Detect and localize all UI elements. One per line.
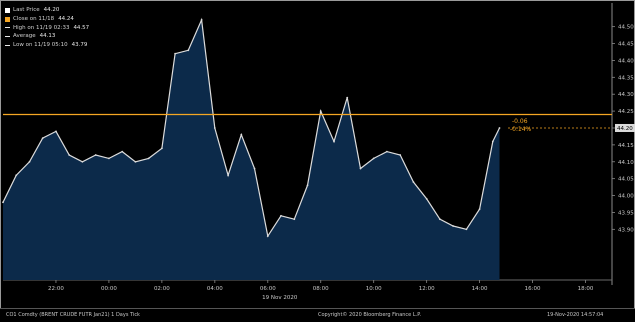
y-tick-label: 44.45: [618, 42, 634, 48]
x-tick-label: 08:00: [313, 286, 329, 292]
last-price-box: [615, 123, 635, 132]
price-point: [498, 127, 501, 129]
y-tick-label: 44.40: [618, 58, 634, 64]
price-point: [94, 154, 97, 156]
price-point: [28, 160, 31, 163]
x-tick-label: 16:00: [525, 286, 541, 292]
price-point: [465, 228, 468, 231]
y-tick-label: 44.00: [618, 194, 634, 200]
price-point: [55, 130, 57, 133]
price-point: [81, 160, 84, 163]
legend-swatch: [5, 36, 10, 38]
x-tick-label: 04:00: [207, 286, 223, 292]
x-tick-label: 12:00: [419, 286, 435, 292]
price-point: [41, 137, 44, 140]
price-point: [200, 19, 203, 21]
price-point: [346, 96, 349, 99]
footer-security: CO1 Comdty (BRENT CRUDE FUTR Jan21) 1 Da…: [6, 312, 140, 318]
price-point: [68, 154, 71, 156]
footer-copyright: Copyright© 2020 Bloomberg Finance L.P.: [318, 312, 422, 318]
legend-value: 44.13: [39, 33, 56, 40]
price-point: [280, 214, 282, 217]
legend-label: Close on 11/18: [13, 15, 55, 22]
price-point: [333, 140, 335, 143]
price-point: [108, 157, 110, 160]
legend-swatch: [5, 45, 10, 47]
price-point: [306, 184, 309, 187]
y-tick-label: 44.50: [618, 25, 634, 31]
price-point: [399, 154, 402, 156]
x-date-label: 19 Nov 2020: [262, 295, 298, 301]
last-price-box-label: 44.20: [617, 126, 633, 132]
price-point: [293, 218, 296, 221]
price-point: [319, 110, 322, 112]
legend-item: Average 44.13: [5, 32, 89, 41]
price-point: [359, 167, 362, 170]
x-tick-label: 14:00: [472, 286, 488, 292]
price-point: [372, 157, 375, 160]
legend-swatch: [5, 27, 10, 29]
chart-legend: Last Price 44.20 Close on 11/18 44.24 High o…: [5, 6, 89, 50]
x-tick-label: 02:00: [154, 286, 170, 292]
price-point: [439, 218, 441, 221]
y-tick-label: 44.25: [618, 109, 634, 115]
price-point: [147, 157, 150, 160]
y-tick-label: 44.10: [618, 160, 634, 166]
legend-value: 44.24: [58, 15, 74, 22]
y-tick-label: 43.95: [618, 210, 634, 216]
price-point: [121, 150, 124, 153]
price-point: [15, 174, 18, 177]
price-point: [174, 52, 177, 55]
price-point: [134, 160, 137, 163]
change-annotation: -0.06: [512, 118, 528, 125]
price-point: [2, 201, 4, 204]
price-point: [266, 235, 269, 238]
price-point: [491, 140, 494, 143]
price-point: [412, 181, 415, 183]
legend-label: Low on 11/19 05:10: [13, 42, 68, 49]
change-pct-annotation: -0.14%: [510, 126, 532, 133]
legend-value: 44.57: [73, 24, 90, 31]
price-point: [452, 225, 454, 227]
price-area: [3, 19, 500, 281]
price-point: [213, 127, 216, 129]
price-point: [425, 198, 428, 200]
legend-item: Low on 11/19 05:10 43.79: [5, 41, 89, 50]
y-tick-label: 44.05: [618, 177, 634, 183]
x-tick-label: 18:00: [578, 286, 594, 292]
price-point: [187, 49, 190, 52]
legend-item: Close on 11/18 44.24: [5, 15, 89, 24]
footer-timestamp: 19-Nov-2020 14:57:04: [547, 312, 604, 318]
chart-footer: CO1 Comdty (BRENT CRUDE FUTR Jan21) 1 Da…: [0, 308, 635, 322]
legend-label: Last Price: [13, 7, 40, 13]
price-point: [478, 208, 481, 211]
x-tick-label: 00:00: [101, 286, 117, 292]
legend-swatch: [5, 16, 10, 22]
legend-swatch: [5, 7, 10, 13]
legend-value: 44.20: [43, 7, 60, 13]
price-point: [240, 133, 243, 136]
y-tick-label: 43.90: [618, 227, 634, 233]
legend-value: 43.79: [71, 42, 88, 49]
price-point: [227, 174, 230, 177]
x-tick-label: 22:00: [48, 286, 64, 292]
x-tick-label: 06:00: [260, 286, 276, 292]
legend-item: High on 11/19 02:33 44.57: [5, 24, 89, 33]
price-point: [161, 147, 163, 150]
legend-label: High on 11/19 02:33: [13, 24, 70, 31]
price-point: [386, 150, 388, 153]
x-tick-label: 10:00: [366, 286, 382, 292]
price-point: [253, 167, 256, 170]
y-tick-label: 44.30: [618, 92, 634, 98]
y-tick-label: 44.15: [618, 143, 634, 149]
legend-item: Last Price 44.20: [5, 6, 89, 15]
y-tick-label: 44.35: [618, 75, 634, 81]
legend-label: Average: [13, 33, 36, 40]
